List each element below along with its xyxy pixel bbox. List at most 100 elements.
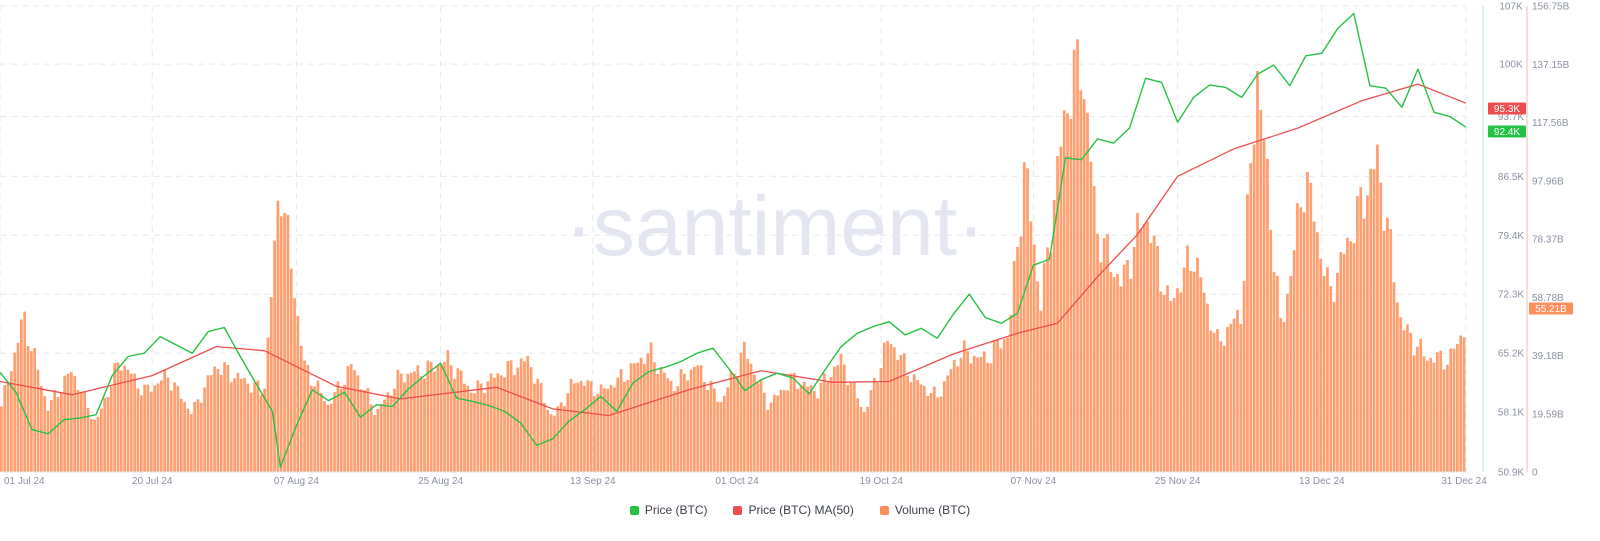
- volume-bar: [633, 363, 636, 472]
- volume-bar: [219, 374, 223, 472]
- volume-bar: [683, 373, 686, 472]
- volume-bar: [256, 380, 260, 472]
- volume-bar: [929, 393, 933, 472]
- legend-item-price[interactable]: Price (BTC): [629, 503, 707, 517]
- volume-bar: [53, 390, 57, 472]
- volume-bar: [1216, 329, 1219, 472]
- legend-swatch-price: [629, 505, 639, 515]
- volume-bar: [713, 388, 716, 472]
- legend-item-volume[interactable]: Volume (BTC): [879, 503, 970, 517]
- volume-bar: [703, 382, 706, 472]
- volume-bar: [932, 386, 936, 472]
- volume-bar: [26, 346, 30, 472]
- volume-bar: [423, 378, 426, 472]
- volume-bar: [1386, 217, 1389, 472]
- volume-bar: [46, 410, 50, 472]
- volume-bar: [596, 393, 600, 472]
- volume-bar: [446, 350, 450, 472]
- volume-bar: [1059, 146, 1063, 472]
- volume-bar: [109, 386, 113, 472]
- volume-bar: [886, 340, 889, 472]
- volume-bar: [193, 402, 196, 472]
- volume-bar: [489, 373, 493, 472]
- volume-bar: [309, 385, 313, 472]
- volume-bar: [459, 370, 463, 472]
- volume-bar: [869, 390, 873, 472]
- volume-bar: [1149, 243, 1153, 472]
- volume-bar: [749, 363, 753, 472]
- volume-bar: [1026, 168, 1029, 472]
- volume-bar: [1442, 369, 1446, 472]
- volume-tick-label: 156.75B: [1532, 2, 1570, 13]
- volume-bar: [1086, 112, 1089, 472]
- volume-bar: [999, 348, 1003, 472]
- volume-bar: [229, 382, 233, 472]
- volume-bar: [36, 369, 40, 472]
- volume-bar: [1282, 322, 1286, 472]
- volume-bar: [829, 376, 833, 472]
- volume-bar: [526, 355, 530, 472]
- volume-bar: [716, 401, 720, 472]
- volume-bar: [506, 361, 510, 472]
- volume-bar: [213, 366, 216, 472]
- price-tick-label: 79.4K: [1498, 231, 1524, 242]
- volume-bar: [239, 378, 243, 472]
- volume-bar: [296, 316, 300, 472]
- volume-bar: [233, 378, 236, 472]
- volume-bar: [1342, 253, 1346, 472]
- volume-bar: [433, 371, 436, 472]
- volume-bar: [276, 200, 280, 473]
- volume-bar: [1269, 229, 1273, 472]
- volume-bar: [736, 375, 740, 472]
- volume-bar: [1119, 286, 1123, 472]
- volume-bar: [279, 216, 283, 472]
- volume-bar: [1246, 194, 1249, 472]
- volume-bar: [1292, 250, 1296, 472]
- volume-bar: [1316, 232, 1319, 472]
- volume-bar: [1286, 293, 1289, 472]
- volume-bar: [839, 353, 843, 472]
- volume-bar: [982, 351, 986, 472]
- volume-bar: [1159, 291, 1163, 472]
- volume-bar: [1309, 182, 1313, 472]
- volume-bar: [972, 355, 976, 472]
- volume-bar: [1252, 144, 1256, 472]
- volume-bar: [429, 361, 433, 472]
- volume-bar: [86, 407, 90, 472]
- volume-bar: [782, 390, 786, 472]
- volume-bar: [733, 373, 736, 472]
- volume-bar: [976, 357, 979, 472]
- volume-bar: [189, 414, 193, 472]
- volume-bar: [529, 367, 533, 472]
- volume-bar: [832, 366, 836, 472]
- volume-bar: [992, 340, 996, 472]
- volume-bar: [469, 392, 473, 472]
- volume-bar: [166, 377, 170, 472]
- volume-bar: [1146, 221, 1149, 472]
- volume-bar: [1362, 218, 1366, 472]
- volume-bar: [199, 402, 203, 472]
- volume-bar: [236, 372, 240, 472]
- volume-bar: [876, 382, 879, 472]
- volume-bar: [1459, 335, 1463, 472]
- volume-bar: [1422, 356, 1426, 472]
- volume-bar: [979, 356, 983, 472]
- volume-bar: [123, 365, 127, 472]
- x-tick-label: 19 Oct 24: [860, 476, 904, 487]
- volume-bar: [1359, 187, 1363, 472]
- volume-bar: [1299, 207, 1303, 472]
- volume-bar: [686, 380, 690, 472]
- volume-bar: [6, 381, 10, 472]
- price-tick-label: 72.3K: [1498, 290, 1524, 301]
- volume-bar: [1306, 171, 1309, 472]
- legend-item-ma[interactable]: Price (BTC) MA(50): [733, 503, 854, 517]
- volume-bar: [259, 394, 263, 472]
- volume-bar: [76, 390, 80, 472]
- volume-bar: [183, 402, 186, 472]
- volume-bar: [676, 386, 680, 472]
- volume-bar: [842, 364, 846, 472]
- volume-bar: [659, 367, 663, 472]
- volume-bar: [569, 378, 573, 472]
- volume-bar: [1186, 245, 1189, 472]
- volume-bar: [936, 397, 939, 472]
